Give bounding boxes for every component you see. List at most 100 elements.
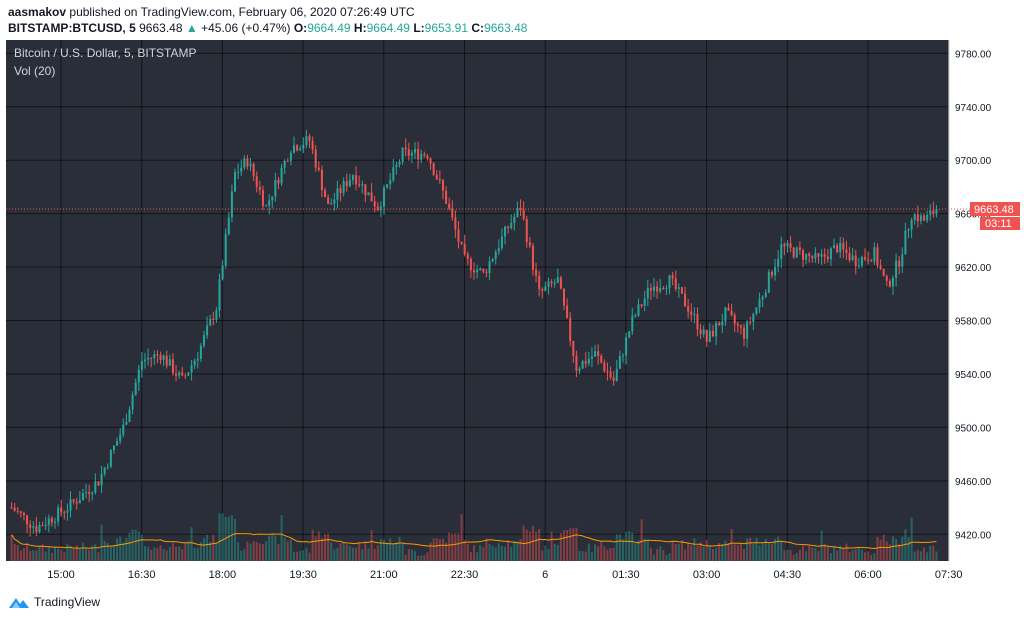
volume-bar: [364, 541, 367, 561]
y-tick-label: 9740.00: [955, 103, 992, 114]
candle-body: [19, 511, 22, 513]
volume-bar: [656, 548, 659, 561]
volume-bar: [209, 542, 212, 561]
candle-body: [395, 164, 398, 168]
candle-body: [314, 149, 317, 168]
volume-bar: [131, 529, 134, 561]
volume-bar: [277, 543, 280, 561]
price-axis[interactable]: [948, 40, 1018, 586]
volume-bar: [137, 531, 140, 561]
candle-body: [891, 277, 895, 287]
volume-bar: [190, 527, 193, 561]
volume-bar: [631, 532, 634, 561]
volume-bar: [646, 540, 649, 561]
volume-bar: [451, 533, 454, 561]
candle-body: [743, 327, 746, 339]
candle-body: [268, 200, 271, 206]
candle-body: [687, 306, 690, 312]
brand-footer[interactable]: TradingView: [8, 594, 100, 610]
candle-body: [842, 242, 845, 250]
candle-body: [47, 518, 50, 526]
volume-bar: [544, 545, 547, 561]
candle-body: [252, 163, 255, 177]
volume-bar: [395, 542, 398, 561]
candle-body: [109, 450, 112, 467]
countdown-box: [980, 217, 1020, 231]
candle-body: [193, 360, 196, 366]
volume-bar: [919, 551, 922, 561]
volume-bar: [479, 545, 482, 561]
volume-bar: [826, 546, 829, 561]
x-tick-label: 19:30: [289, 569, 317, 581]
volume-bar: [296, 551, 299, 561]
volume-bar: [376, 545, 379, 561]
candle-body: [13, 507, 16, 511]
quote-change: +45.06 (+0.47%): [201, 21, 291, 35]
candle-body: [926, 214, 929, 221]
candle-body: [572, 341, 575, 356]
candle-body: [904, 230, 907, 255]
candle-body: [432, 163, 435, 175]
volume-bar: [339, 543, 342, 561]
candle-body: [547, 281, 550, 287]
volume-bar: [516, 541, 519, 561]
candle-body: [854, 255, 857, 267]
candle-body: [212, 318, 215, 320]
y-tick-label: 9620.00: [955, 263, 992, 274]
volume-bar: [513, 541, 516, 561]
x-tick-label: 15:00: [47, 569, 75, 581]
candle-body: [513, 216, 516, 223]
volume-bar: [106, 543, 109, 561]
volume-bar: [566, 529, 569, 561]
candle-body: [283, 160, 286, 168]
volume-bar: [839, 545, 842, 561]
publisher-line: aasmakov published on TradingView.com, F…: [8, 5, 415, 19]
tradingview-logo-icon: [9, 598, 29, 608]
candle-body: [364, 184, 367, 196]
candle-body: [29, 524, 32, 528]
candle-body: [451, 208, 454, 218]
candle-body: [708, 330, 711, 342]
volume-bar: [370, 529, 373, 561]
volume-bar: [392, 544, 395, 561]
volume-bar: [696, 545, 699, 561]
candle-body: [454, 217, 457, 230]
candle-body: [308, 136, 311, 141]
volume-bar: [35, 550, 38, 561]
volume-bar: [66, 544, 69, 561]
volume-bar: [814, 547, 817, 561]
candle-body: [348, 179, 351, 187]
candle-body: [519, 208, 522, 210]
plot-area[interactable]: [6, 40, 948, 586]
candle-body: [746, 321, 749, 339]
candle-body: [777, 258, 780, 267]
volume-bar: [69, 546, 72, 561]
candle-body: [736, 323, 739, 326]
volume-bar: [426, 552, 429, 561]
candle-body: [382, 187, 386, 207]
volume-bar: [361, 549, 364, 561]
candle-body: [898, 260, 901, 267]
candle-body: [94, 481, 97, 493]
volume-bar: [165, 550, 168, 561]
volume-bar: [81, 542, 84, 561]
candle-body: [792, 247, 795, 258]
volume-bar: [386, 542, 389, 561]
time-axis[interactable]: [6, 561, 1018, 586]
volume-bar: [702, 546, 705, 561]
candle-body: [57, 507, 60, 522]
price-chart[interactable]: 9420.00 9460.00 9500.00 9540.00 9580.00 9620.…: [0, 38, 1024, 586]
candle-body: [752, 313, 755, 322]
candle-body: [553, 282, 556, 284]
volume-bar: [553, 543, 556, 561]
candle-body: [398, 161, 401, 165]
candle-body: [544, 286, 547, 291]
publisher-user[interactable]: aasmakov: [8, 5, 67, 19]
volume-bar: [420, 555, 423, 561]
candle-body: [671, 275, 674, 279]
candle-body: [175, 373, 178, 376]
x-tick-labels: 15:00 16:30 18:00 19:30 21:00 22:30 6 01:30 03:0…: [47, 569, 962, 581]
volume-bar: [699, 542, 702, 561]
volume-bar: [721, 544, 724, 561]
volume-bar: [562, 530, 566, 561]
